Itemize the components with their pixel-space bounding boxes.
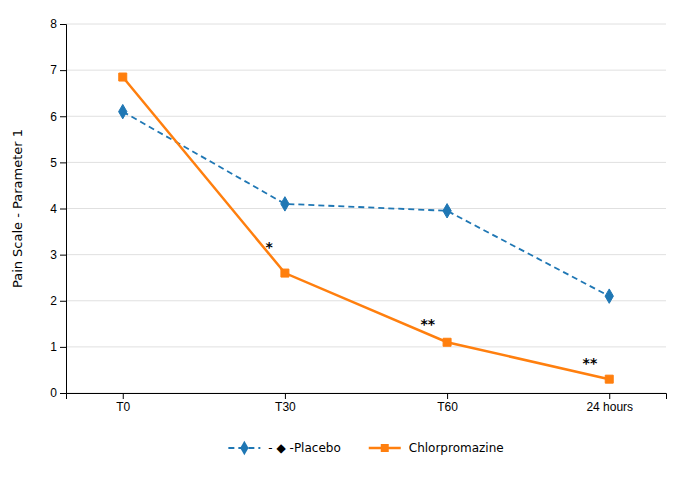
annotation: ** bbox=[583, 355, 598, 371]
y-tick-label: 3 bbox=[50, 248, 57, 262]
grid-line bbox=[66, 346, 666, 347]
y-tick-label: 6 bbox=[50, 110, 57, 124]
grid-line bbox=[66, 300, 666, 301]
plot: 012345678T0T30T6024 hours***** bbox=[50, 17, 666, 413]
annotation: ** bbox=[420, 316, 435, 332]
x-tick-mark bbox=[123, 393, 124, 399]
grid-line bbox=[66, 208, 666, 209]
y-tick-mark bbox=[60, 116, 66, 117]
legend-label: Chlorpromazine bbox=[409, 441, 504, 455]
series-marker bbox=[605, 289, 613, 303]
y-tick: 5 bbox=[50, 156, 66, 170]
y-tick-mark bbox=[60, 70, 66, 71]
series-line bbox=[123, 77, 609, 379]
x-tick-label: T0 bbox=[116, 400, 130, 414]
y-tick-mark bbox=[60, 255, 66, 256]
y-axis: 0 1 2 3 4 5 6 7 8 bbox=[50, 17, 66, 400]
x-tick-label: 24 hours bbox=[586, 400, 633, 414]
x-tick-label: T30 bbox=[275, 400, 296, 414]
y-tick-label: 1 bbox=[50, 340, 57, 354]
series-marker bbox=[443, 338, 451, 346]
annotations: ***** bbox=[266, 239, 598, 370]
data-layer bbox=[119, 73, 614, 383]
x-tick-mark bbox=[447, 393, 448, 399]
legend-swatch-marker bbox=[381, 444, 389, 452]
y-tick-mark bbox=[60, 347, 66, 348]
x-axis-line bbox=[67, 394, 667, 400]
x-tick: T30 bbox=[275, 393, 296, 414]
y-tick: 7 bbox=[50, 63, 66, 77]
grid-line bbox=[66, 24, 666, 25]
series-line bbox=[123, 112, 609, 297]
x-tick: T60 bbox=[437, 393, 458, 414]
grid-line bbox=[66, 162, 666, 163]
y-tick: 3 bbox=[50, 248, 66, 262]
grid bbox=[66, 24, 666, 393]
x-tick: T0 bbox=[116, 393, 130, 414]
x-tick-mark bbox=[285, 393, 286, 399]
y-tick-label: 4 bbox=[50, 202, 57, 216]
series-marker bbox=[119, 73, 127, 81]
grid-line bbox=[66, 254, 666, 255]
legend-swatch-marker bbox=[240, 441, 248, 455]
y-tick: 8 bbox=[50, 17, 66, 31]
y-tick: 4 bbox=[50, 202, 66, 216]
y-tick-label: 5 bbox=[50, 156, 57, 170]
legend-entry: Chlorpromazine bbox=[369, 441, 504, 455]
y-axis-title: Pain Scale - Parameter 1 bbox=[10, 129, 25, 288]
y-tick: 2 bbox=[50, 294, 66, 308]
legend-label: - ◆ -Placebo bbox=[268, 441, 340, 455]
series-marker bbox=[281, 269, 289, 277]
y-tick-mark bbox=[60, 162, 66, 163]
grid-line bbox=[66, 70, 666, 71]
x-tick-label: T60 bbox=[437, 400, 458, 414]
series-marker bbox=[281, 197, 289, 211]
y-tick: 0 bbox=[50, 386, 66, 400]
y-tick: 1 bbox=[50, 340, 66, 354]
y-tick-label: 0 bbox=[50, 386, 57, 400]
y-axis-line bbox=[60, 25, 67, 394]
x-tick-mark bbox=[609, 393, 610, 399]
annotation: * bbox=[266, 239, 274, 255]
x-axis: T0 T30 T60 24 hours bbox=[67, 393, 667, 414]
series-marker bbox=[443, 204, 451, 218]
series-marker bbox=[119, 104, 127, 118]
x-tick: 24 hours bbox=[586, 393, 633, 414]
y-tick-label: 2 bbox=[50, 294, 57, 308]
y-tick-mark bbox=[60, 393, 66, 394]
chart: 012345678T0T30T6024 hours*****Pain Scale… bbox=[0, 0, 690, 483]
y-tick-mark bbox=[60, 209, 66, 210]
y-tick-label: 7 bbox=[50, 63, 57, 77]
y-tick-mark bbox=[60, 301, 66, 302]
legend: - ◆ -Placebo Chlorpromazine bbox=[228, 441, 503, 456]
y-tick-mark bbox=[60, 24, 66, 25]
y-tick-label: 8 bbox=[50, 17, 57, 31]
y-tick: 6 bbox=[50, 110, 66, 124]
series-marker bbox=[605, 375, 613, 383]
legend-entry: - ◆ -Placebo bbox=[228, 441, 340, 456]
